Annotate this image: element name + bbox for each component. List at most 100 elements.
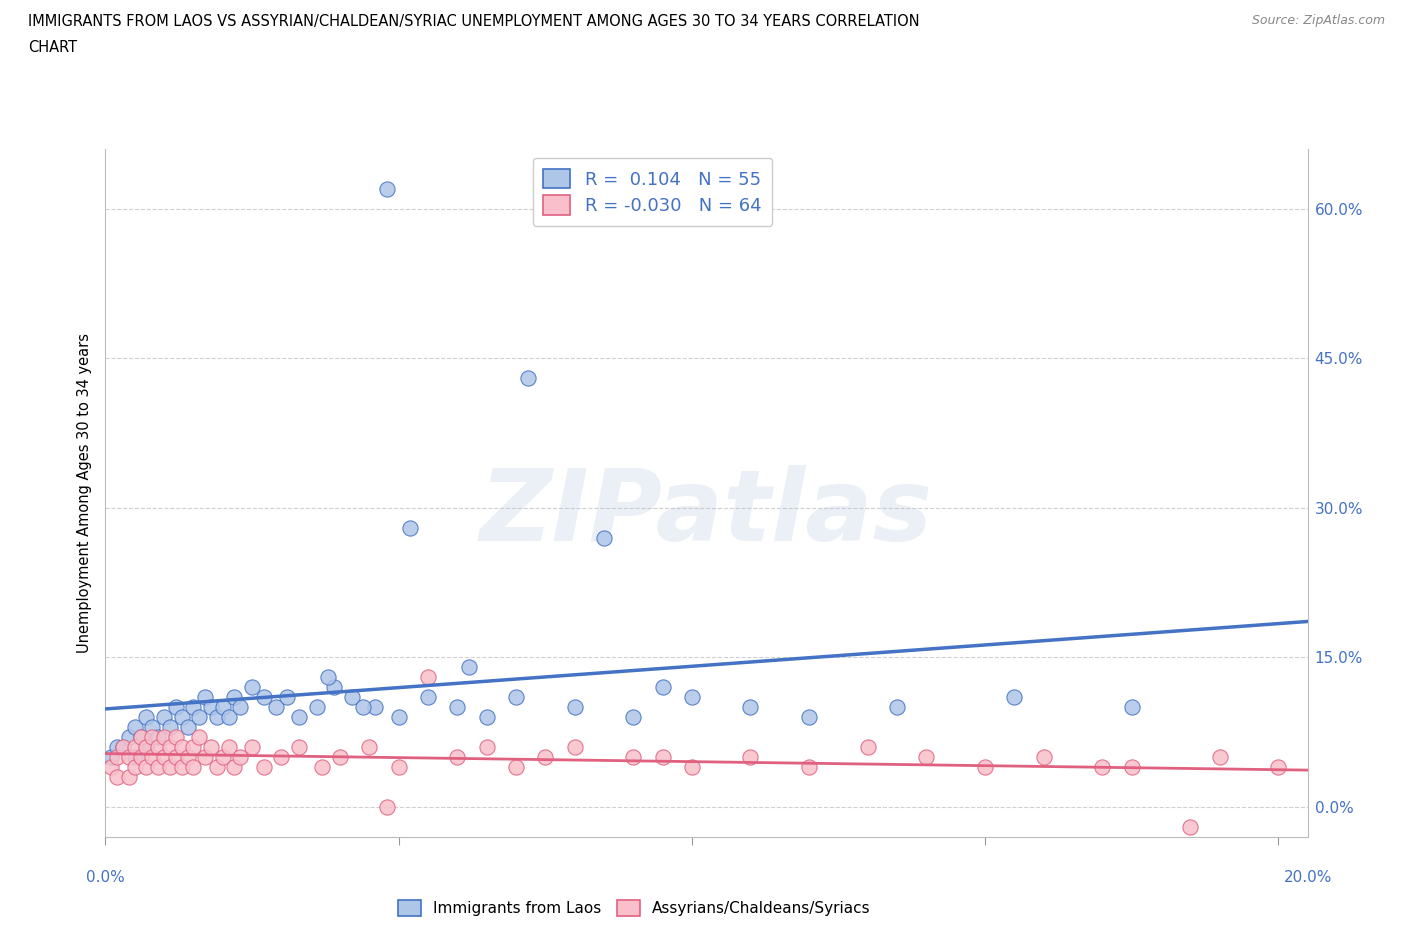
Point	[1121, 700, 1143, 715]
Point	[516, 371, 538, 386]
Point	[135, 739, 157, 754]
Point	[505, 690, 527, 705]
Point	[329, 750, 352, 764]
Point	[148, 739, 170, 754]
Point	[651, 680, 673, 695]
Point	[974, 760, 997, 775]
Point	[205, 760, 228, 775]
Point	[165, 700, 187, 715]
Point	[159, 760, 181, 775]
Point	[1002, 690, 1025, 705]
Point	[353, 700, 375, 715]
Point	[159, 720, 181, 735]
Point	[1208, 750, 1230, 764]
Point	[740, 700, 762, 715]
Point	[340, 690, 363, 705]
Point	[375, 800, 398, 815]
Point	[105, 739, 128, 754]
Point	[564, 700, 586, 715]
Point	[170, 760, 193, 775]
Point	[305, 700, 328, 715]
Text: Source: ZipAtlas.com: Source: ZipAtlas.com	[1251, 14, 1385, 27]
Point	[359, 739, 381, 754]
Point	[364, 700, 387, 715]
Text: CHART: CHART	[28, 40, 77, 55]
Point	[141, 730, 163, 745]
Point	[135, 760, 157, 775]
Point	[135, 710, 157, 724]
Point	[475, 739, 498, 754]
Point	[129, 730, 152, 745]
Point	[399, 521, 422, 536]
Point	[416, 690, 439, 705]
Point	[311, 760, 333, 775]
Point	[224, 760, 246, 775]
Point	[112, 739, 135, 754]
Point	[1032, 750, 1054, 764]
Point	[159, 739, 181, 754]
Point	[148, 760, 170, 775]
Point	[129, 730, 152, 745]
Point	[270, 750, 292, 764]
Legend: Immigrants from Laos, Assyrians/Chaldeans/Syriacs: Immigrants from Laos, Assyrians/Chaldean…	[392, 894, 877, 923]
Y-axis label: Unemployment Among Ages 30 to 34 years: Unemployment Among Ages 30 to 34 years	[77, 333, 93, 653]
Point	[681, 760, 703, 775]
Point	[1121, 760, 1143, 775]
Point	[211, 700, 233, 715]
Point	[1091, 760, 1114, 775]
Point	[224, 690, 246, 705]
Point	[856, 739, 879, 754]
Point	[218, 739, 240, 754]
Point	[375, 181, 398, 196]
Point	[153, 750, 176, 764]
Point	[229, 700, 252, 715]
Point	[188, 710, 211, 724]
Point	[170, 710, 193, 724]
Point	[253, 690, 276, 705]
Point	[205, 710, 228, 724]
Point	[218, 710, 240, 724]
Text: IMMIGRANTS FROM LAOS VS ASSYRIAN/CHALDEAN/SYRIAC UNEMPLOYMENT AMONG AGES 30 TO 3: IMMIGRANTS FROM LAOS VS ASSYRIAN/CHALDEA…	[28, 14, 920, 29]
Point	[288, 739, 311, 754]
Point	[316, 670, 339, 684]
Point	[188, 730, 211, 745]
Text: 20.0%: 20.0%	[1284, 870, 1331, 884]
Point	[183, 739, 205, 754]
Point	[118, 730, 141, 745]
Point	[118, 750, 141, 764]
Point	[153, 710, 176, 724]
Point	[651, 750, 673, 764]
Point	[416, 670, 439, 684]
Point	[446, 750, 468, 764]
Point	[183, 760, 205, 775]
Point	[534, 750, 557, 764]
Point	[194, 690, 217, 705]
Point	[129, 750, 152, 764]
Point	[229, 750, 252, 764]
Point	[475, 710, 498, 724]
Point	[564, 739, 586, 754]
Point	[100, 750, 122, 764]
Point	[200, 739, 222, 754]
Point	[141, 720, 163, 735]
Point	[621, 750, 644, 764]
Point	[124, 720, 146, 735]
Point	[240, 680, 263, 695]
Point	[388, 710, 411, 724]
Point	[194, 750, 217, 764]
Point	[1267, 760, 1289, 775]
Point	[118, 770, 141, 785]
Point	[165, 730, 187, 745]
Point	[105, 770, 128, 785]
Point	[176, 750, 198, 764]
Point	[124, 739, 146, 754]
Point	[621, 710, 644, 724]
Point	[176, 720, 198, 735]
Point	[148, 730, 170, 745]
Point	[240, 739, 263, 754]
Point	[505, 760, 527, 775]
Point	[276, 690, 298, 705]
Point	[112, 739, 135, 754]
Point	[105, 750, 128, 764]
Point	[141, 750, 163, 764]
